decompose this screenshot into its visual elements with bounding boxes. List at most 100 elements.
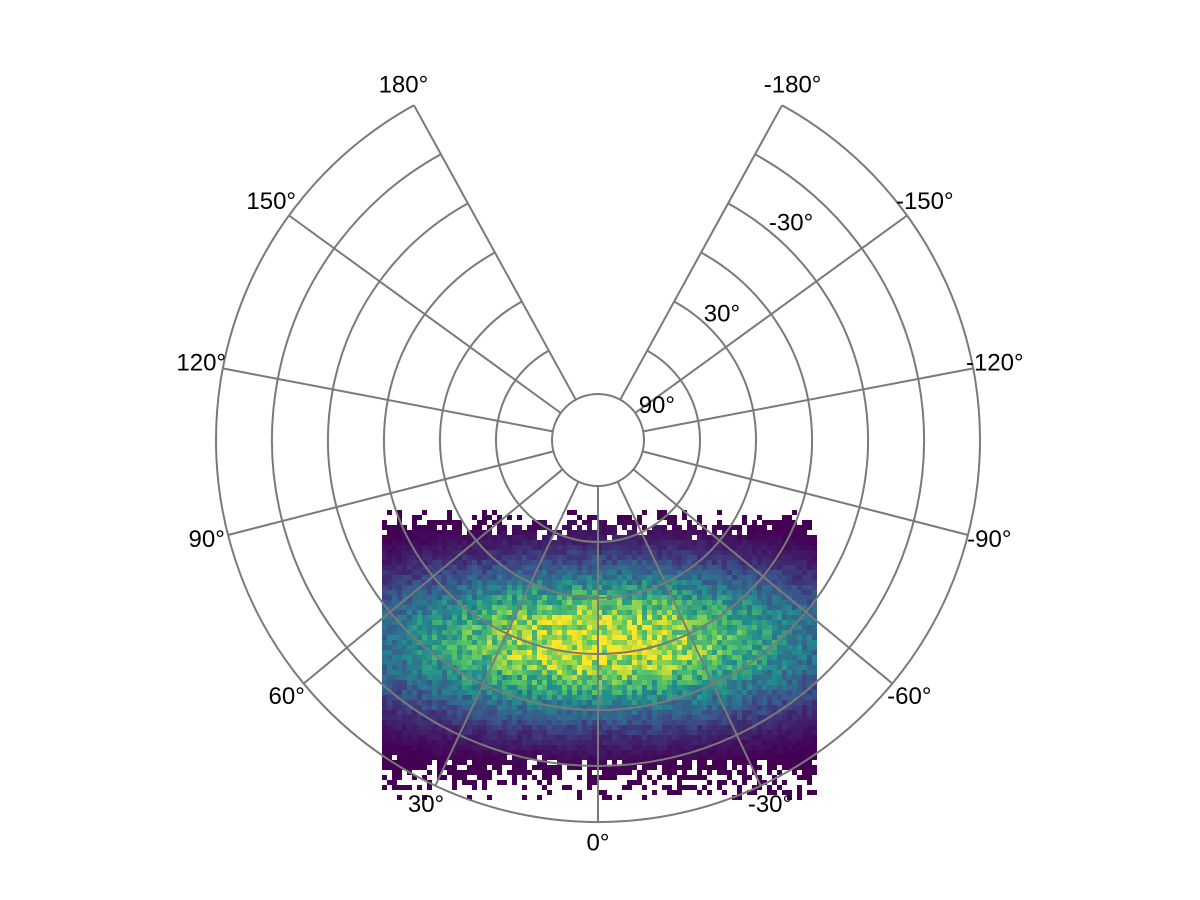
heatmap-cell xyxy=(767,630,772,635)
heatmap-cell xyxy=(802,580,807,585)
heatmap-cell xyxy=(467,750,472,755)
heatmap-cell xyxy=(637,560,642,565)
heatmap-cell xyxy=(812,605,817,610)
heatmap-cell xyxy=(517,555,522,560)
heatmap-cell xyxy=(462,575,467,580)
heatmap-cell xyxy=(482,550,487,555)
heatmap-cell xyxy=(492,720,497,725)
heatmap-cell xyxy=(767,625,772,630)
heatmap-cell xyxy=(417,655,422,660)
heatmap-cell xyxy=(637,720,642,725)
heatmap-cell xyxy=(772,775,777,780)
heatmap-cell xyxy=(742,715,747,720)
heatmap-cell xyxy=(502,665,507,670)
heatmap-cell xyxy=(772,710,777,715)
heatmap-cell xyxy=(707,565,712,570)
heatmap-cell xyxy=(672,670,677,675)
heatmap-cell xyxy=(562,550,567,555)
heatmap-cell xyxy=(522,545,527,550)
heatmap-cell xyxy=(387,700,392,705)
heatmap-cell xyxy=(637,580,642,585)
heatmap-cell xyxy=(487,705,492,710)
heatmap-cell xyxy=(382,545,387,550)
heatmap-cell xyxy=(432,635,437,640)
heatmap-cell xyxy=(507,665,512,670)
heatmap-cell xyxy=(407,690,412,695)
longitude-spoke xyxy=(642,450,969,536)
heatmap-cell xyxy=(447,575,452,580)
heatmap-cell xyxy=(717,655,722,660)
heatmap-cell xyxy=(567,550,572,555)
heatmap-cell xyxy=(552,755,557,760)
heatmap-cell xyxy=(522,785,527,790)
heatmap-cell xyxy=(742,760,747,765)
heatmap-cell xyxy=(787,705,792,710)
heatmap-cell xyxy=(807,750,812,755)
heatmap-cell xyxy=(477,595,482,600)
heatmap-cell xyxy=(617,660,622,665)
heatmap-cell xyxy=(397,610,402,615)
heatmap-cell xyxy=(482,615,487,620)
heatmap-cell xyxy=(797,600,802,605)
heatmap-cell xyxy=(427,585,432,590)
heatmap-cell xyxy=(652,600,657,605)
heatmap-cell xyxy=(387,690,392,695)
heatmap-cell xyxy=(422,670,427,675)
heatmap-cell xyxy=(387,745,392,750)
heatmap-cell xyxy=(442,640,447,645)
heatmap-cell xyxy=(387,730,392,735)
heatmap-cell xyxy=(627,545,632,550)
heatmap-cell xyxy=(622,705,627,710)
heatmap-cell xyxy=(642,510,647,515)
heatmap-cell xyxy=(572,675,577,680)
heatmap-cell xyxy=(637,660,642,665)
heatmap-cell xyxy=(787,745,792,750)
heatmap-cell xyxy=(697,660,702,665)
heatmap-cell xyxy=(502,760,507,765)
heatmap-cell xyxy=(457,545,462,550)
heatmap-cell xyxy=(397,795,402,800)
heatmap-cell xyxy=(457,775,462,780)
heatmap-cell xyxy=(502,685,507,690)
heatmap-cell xyxy=(702,545,707,550)
heatmap-cell xyxy=(382,705,387,710)
heatmap-cell xyxy=(442,535,447,540)
heatmap-cell xyxy=(417,545,422,550)
heatmap-cell xyxy=(652,700,657,705)
heatmap-cell xyxy=(642,635,647,640)
heatmap-cell xyxy=(487,615,492,620)
heatmap-cell xyxy=(792,695,797,700)
heatmap-cell xyxy=(427,580,432,585)
heatmap-cell xyxy=(597,615,602,620)
heatmap-cell xyxy=(697,740,702,745)
heatmap-cell xyxy=(572,575,577,580)
heatmap-cell xyxy=(447,690,452,695)
heatmap-cell xyxy=(767,790,772,795)
heatmap-cell xyxy=(587,645,592,650)
heatmap-cell xyxy=(797,670,802,675)
heatmap-cell xyxy=(517,630,522,635)
heatmap-cell xyxy=(597,735,602,740)
heatmap-cell xyxy=(482,695,487,700)
heatmap-cell xyxy=(462,755,467,760)
heatmap-cell xyxy=(752,560,757,565)
heatmap-cell xyxy=(382,645,387,650)
heatmap-cell xyxy=(747,550,752,555)
heatmap-cell xyxy=(572,730,577,735)
heatmap-cell xyxy=(687,645,692,650)
heatmap-cell xyxy=(622,675,627,680)
heatmap-cell xyxy=(477,655,482,660)
heatmap-cell xyxy=(737,570,742,575)
heatmap-cell xyxy=(762,590,767,595)
heatmap-cell xyxy=(807,520,812,525)
heatmap-cell xyxy=(562,580,567,585)
heatmap-cell xyxy=(732,590,737,595)
heatmap-cell xyxy=(422,760,427,765)
heatmap-cell xyxy=(437,695,442,700)
heatmap-cell xyxy=(442,575,447,580)
heatmap-cell xyxy=(407,625,412,630)
heatmap-cell xyxy=(457,735,462,740)
heatmap-cell xyxy=(507,545,512,550)
heatmap-cell xyxy=(452,785,457,790)
heatmap-cell xyxy=(672,680,677,685)
